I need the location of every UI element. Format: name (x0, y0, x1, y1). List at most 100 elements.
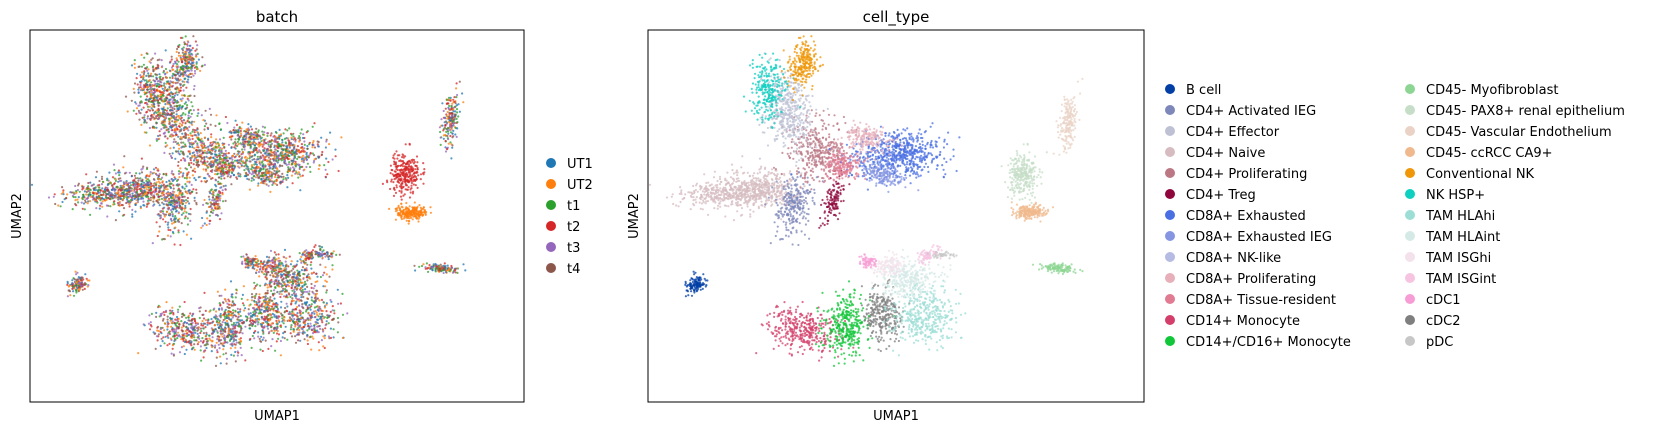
umap-point (175, 328, 178, 331)
umap-point (72, 195, 75, 199)
umap-point (210, 136, 213, 139)
umap-point (234, 303, 237, 306)
umap-point (313, 316, 316, 319)
umap-point (147, 189, 150, 192)
umap-point (157, 99, 160, 102)
umap-point (223, 334, 226, 337)
umap-point (123, 182, 126, 185)
umap-point (282, 154, 285, 157)
umap-point (305, 158, 308, 162)
umap-point (163, 126, 166, 129)
umap-point (92, 196, 95, 199)
umap-point (232, 164, 235, 167)
umap-point (177, 144, 181, 147)
umap-point (187, 316, 190, 319)
umap-point (133, 82, 137, 85)
umap-point (204, 335, 207, 338)
umap-point (260, 161, 263, 164)
umap-point (161, 194, 164, 197)
umap-point (199, 331, 202, 335)
umap-point (77, 196, 80, 199)
umap-point (324, 146, 327, 149)
umap-point (163, 98, 166, 101)
umap-point (166, 107, 169, 110)
umap-point (139, 86, 142, 89)
umap-point (165, 210, 169, 213)
umap-point (317, 145, 320, 148)
umap-point (70, 191, 74, 194)
umap-point (189, 312, 192, 315)
umap-point (164, 73, 167, 76)
umap-point (139, 205, 142, 208)
umap-point (318, 312, 321, 315)
umap-point (156, 339, 159, 342)
umap-point (155, 221, 158, 224)
umap-point (168, 82, 171, 86)
umap-point (171, 344, 174, 347)
umap-point (288, 316, 291, 319)
umap-point (169, 154, 172, 158)
umap-point (325, 320, 328, 323)
umap-point (72, 294, 76, 297)
umap-point (321, 315, 324, 318)
umap-point (193, 199, 196, 202)
umap-point (168, 121, 171, 124)
umap-point (200, 180, 203, 183)
umap-point (30, 183, 34, 186)
umap-point (246, 173, 250, 176)
umap-point (189, 330, 192, 333)
umap-point (194, 322, 197, 325)
umap-point (202, 119, 205, 122)
umap-point (219, 325, 222, 328)
umap-point (204, 177, 207, 180)
umap-point (296, 315, 299, 318)
umap-point (121, 184, 124, 187)
umap-point (158, 130, 161, 133)
umap-point (176, 86, 179, 89)
umap-point (135, 172, 138, 175)
umap-point (76, 198, 79, 201)
umap-point (157, 101, 160, 104)
umap-point (281, 164, 284, 167)
umap-point (179, 78, 182, 81)
umap-point (288, 154, 291, 158)
umap-point (336, 316, 340, 320)
umap-point (145, 81, 148, 84)
umap-point (273, 315, 276, 318)
umap-point (246, 128, 249, 131)
umap-point (272, 165, 275, 168)
umap-point (257, 169, 260, 173)
umap-point (183, 80, 186, 83)
umap-point (300, 165, 303, 169)
umap-point (279, 354, 282, 357)
umap-point (320, 153, 324, 156)
umap-point (179, 167, 182, 170)
umap-point (177, 327, 180, 330)
umap-point (285, 145, 288, 148)
umap-point (169, 309, 172, 312)
umap-point (197, 58, 200, 61)
umap-point (300, 327, 303, 330)
umap-point (202, 341, 205, 344)
umap-point (118, 180, 121, 183)
umap-point (128, 203, 131, 206)
umap-point (207, 319, 210, 322)
umap-point (218, 218, 222, 221)
umap-point (216, 141, 219, 144)
umap-point (170, 55, 173, 58)
umap-point (292, 138, 295, 141)
umap-point (183, 332, 186, 335)
umap-point (150, 72, 153, 75)
umap-point (164, 86, 167, 89)
umap-point (287, 166, 290, 169)
umap-point (136, 83, 139, 86)
umap-point (298, 311, 301, 314)
umap-point (54, 202, 57, 206)
umap-point (206, 217, 209, 220)
umap-point (191, 59, 194, 62)
umap-point (100, 193, 103, 196)
umap-point (250, 296, 253, 299)
umap-point (162, 84, 166, 87)
umap-point (254, 325, 257, 328)
umap-point (131, 213, 134, 216)
